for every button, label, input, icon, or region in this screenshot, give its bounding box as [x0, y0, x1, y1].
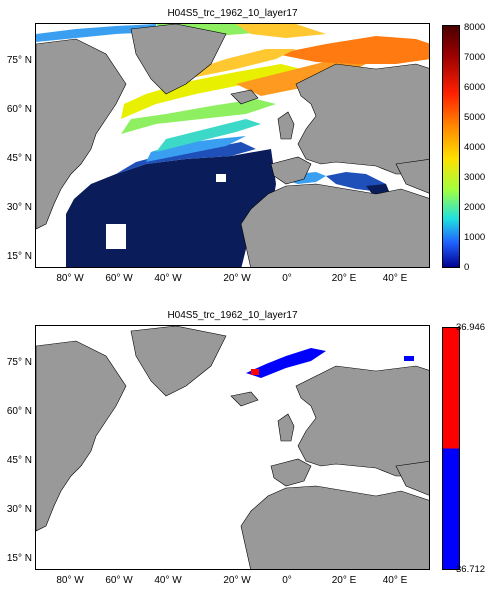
- colorbar-tick: 6000: [464, 82, 486, 93]
- lon-label: 80° W: [56, 575, 84, 586]
- map-plot-area[interactable]: [35, 325, 430, 570]
- colorbar-tick: 1000: [464, 232, 486, 243]
- colorbar: [442, 327, 460, 570]
- map-canvas: [36, 326, 429, 569]
- lon-label: 40° W: [154, 575, 182, 586]
- lat-label: 15° N: [6, 251, 32, 262]
- map-title: H04S5_trc_1962_10_layer17: [167, 8, 298, 19]
- lon-label: 60° W: [105, 575, 133, 586]
- lon-label: 40° E: [382, 273, 408, 284]
- colorbar-tick: 0: [464, 262, 470, 273]
- lat-label: 75° N: [6, 55, 32, 66]
- lat-label: 45° N: [6, 153, 32, 164]
- colorbar-tick: 36.946: [456, 322, 486, 333]
- tracer-patch: [246, 348, 414, 378]
- missing-cells: [106, 129, 274, 249]
- lon-label: 0°: [282, 575, 292, 586]
- colorbar-tick: 3000: [464, 172, 486, 183]
- lon-label: 20° E: [331, 273, 357, 284]
- lat-label: 15° N: [6, 553, 32, 564]
- colorbar-tick: 4000: [464, 142, 486, 153]
- map-canvas: [36, 24, 429, 267]
- map-panel-bottom: H04S5_trc_1962_10_layer17 75° N 60° N 45…: [0, 300, 500, 600]
- lon-label: 40° E: [382, 575, 408, 586]
- lat-label: 60° N: [6, 406, 32, 417]
- land-masses: [36, 326, 429, 569]
- lat-label: 60° N: [6, 104, 32, 115]
- colorbar-tick: 8000: [464, 22, 486, 33]
- map-panel-top: H04S5_trc_1962_10_layer17: [6, 8, 486, 284]
- lon-label: 20° W: [223, 273, 251, 284]
- lat-label: 30° N: [6, 504, 32, 515]
- lon-label: 0°: [282, 273, 292, 284]
- lon-label: 80° W: [56, 273, 84, 284]
- lat-label: 75° N: [6, 357, 32, 368]
- lon-label: 20° W: [223, 575, 251, 586]
- colorbar-tick: 2000: [464, 202, 486, 213]
- lat-label: 30° N: [6, 202, 32, 213]
- map-plot-area[interactable]: [35, 23, 430, 268]
- colorbar-tick: 7000: [464, 52, 486, 63]
- lon-label: 60° W: [105, 273, 133, 284]
- colorbar: [442, 25, 460, 268]
- map-title: H04S5_trc_1962_10_layer17: [167, 310, 298, 321]
- colorbar-tick: 5000: [464, 112, 486, 123]
- lon-label: 40° W: [154, 273, 182, 284]
- colorbar-tick: 36.712: [456, 564, 486, 575]
- land-masses: [36, 24, 429, 267]
- lon-label: 20° E: [331, 575, 357, 586]
- lat-label: 45° N: [6, 455, 32, 466]
